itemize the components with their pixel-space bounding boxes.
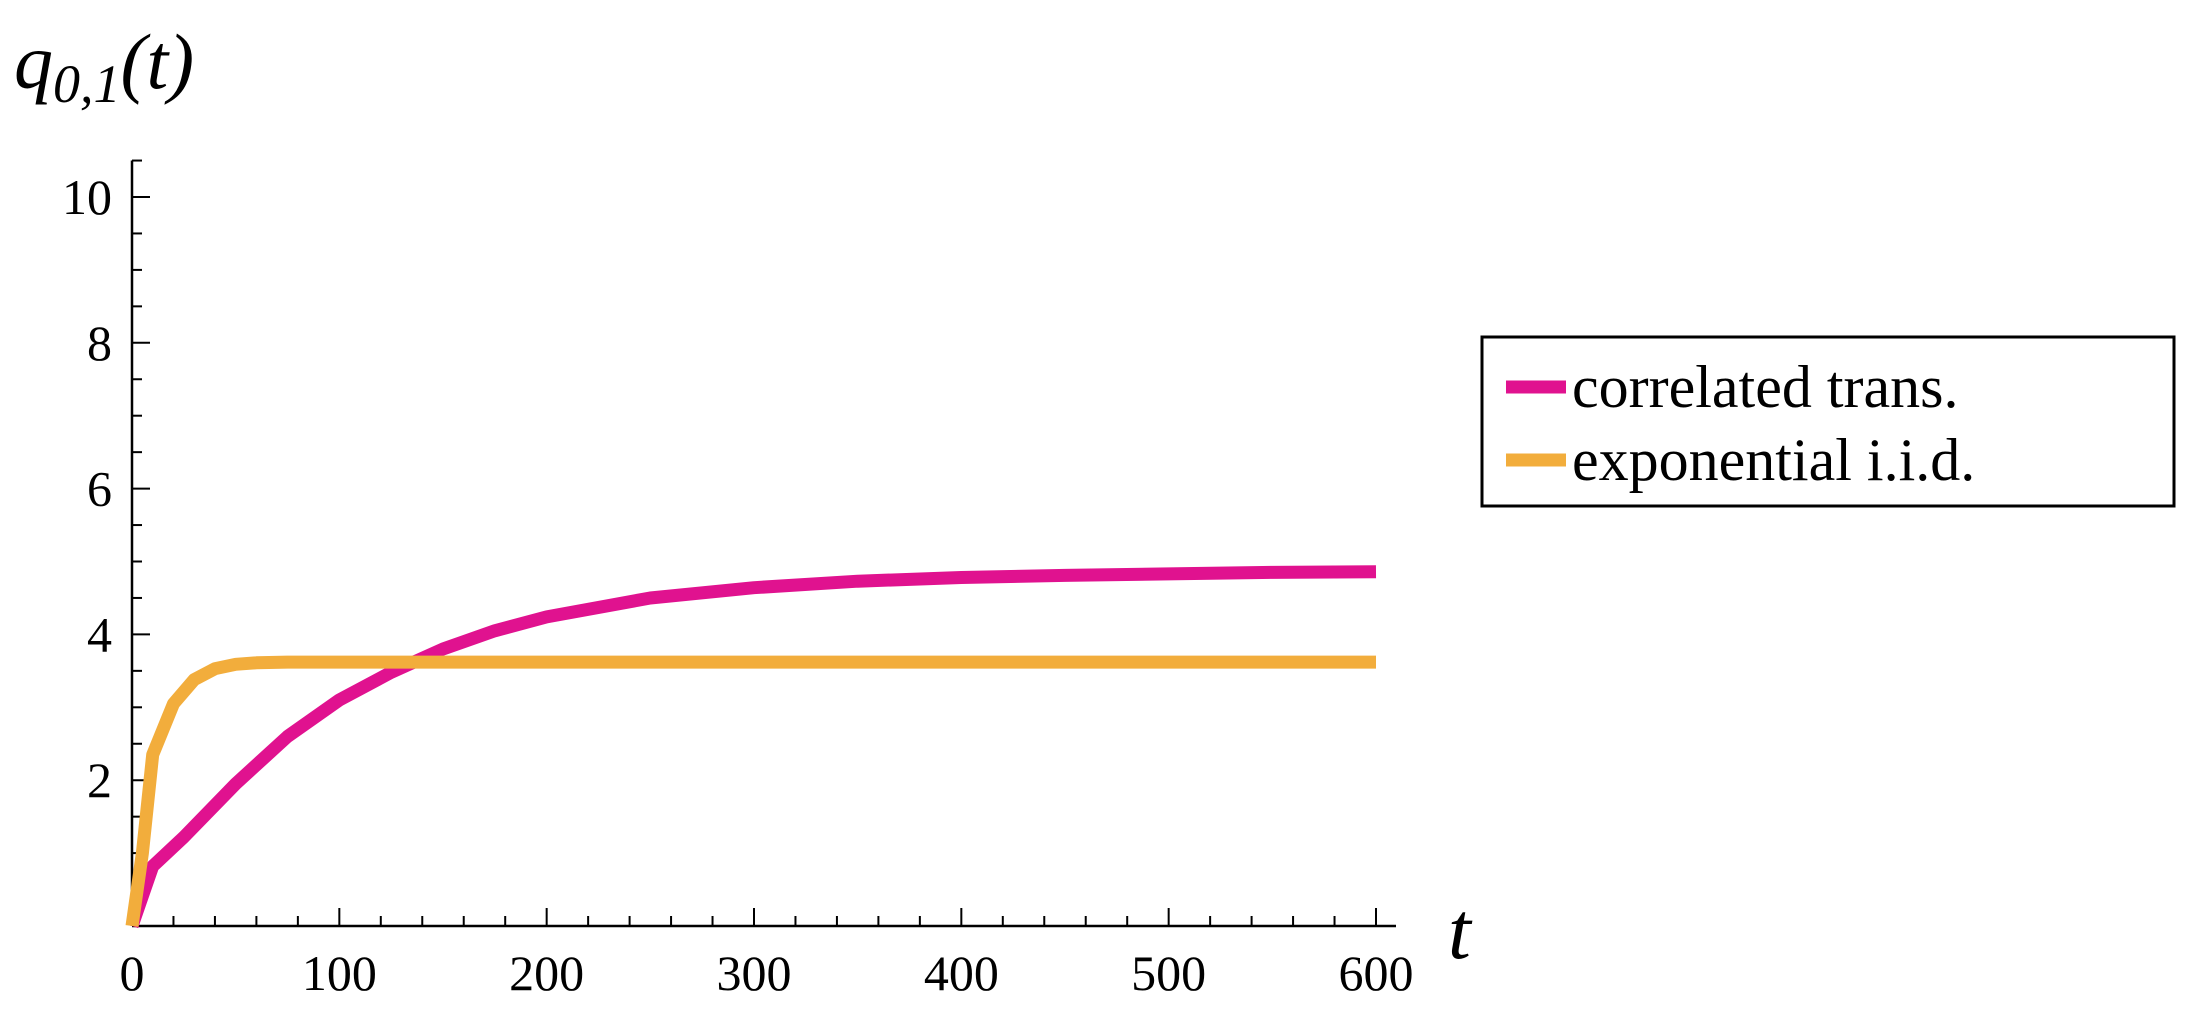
y-tick-label: 4	[87, 606, 112, 662]
x-tick-label: 300	[717, 945, 792, 1001]
y-axis-title-sub: 0,1	[53, 54, 121, 114]
y-tick-label: 2	[87, 752, 112, 808]
y-axis-title: q0,1(t)	[14, 18, 194, 114]
legend: correlated trans. exponential i.i.d.	[1480, 335, 2176, 508]
y-tick-label: 10	[62, 169, 112, 225]
y-axis-title-arg: (t)	[121, 18, 195, 105]
series-line-exponential	[125, 655, 1376, 927]
x-tick-label: 100	[302, 945, 377, 1001]
x-tick-label: 0	[120, 945, 145, 1001]
x-tick-label: 600	[1339, 945, 1414, 1001]
series-line-correlated	[125, 565, 1377, 929]
legend-box	[1480, 335, 2176, 508]
x-tick-label: 200	[509, 945, 584, 1001]
y-tick-label: 6	[87, 461, 112, 517]
y-tick-label: 8	[87, 315, 112, 371]
x-tick-label: 500	[1131, 945, 1206, 1001]
series-layer	[125, 565, 1377, 929]
y-axis-title-main: q	[14, 18, 53, 105]
axes: 0 100 200 300 400 500 600 2 4 6 8 10	[62, 159, 1414, 1001]
x-tick-label: 400	[924, 945, 999, 1001]
legend-label-correlated: correlated trans.	[1572, 354, 1958, 420]
legend-label-exponential: exponential i.i.d.	[1572, 427, 1975, 493]
x-axis-title: t	[1448, 885, 1473, 976]
